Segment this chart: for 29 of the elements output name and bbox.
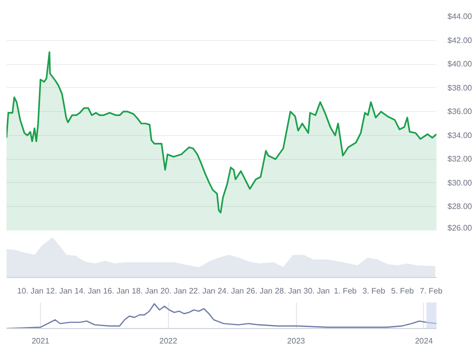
y-tick-label: $34.00 [448,130,473,140]
x-tick-label: 1. Feb [334,286,358,296]
x-tick-label: 2024 [414,336,434,346]
x-tick-label: 28. Jan [274,286,302,296]
y-tick-label: $42.00 [448,36,473,45]
y-tick-label: $28.00 [448,202,473,212]
x-tick-label: 14. Jan [74,286,101,296]
x-tick-label: 12. Jan [46,286,72,296]
x-tick-label: 2021 [32,336,50,346]
x-tick-label: 2023 [287,336,306,346]
x-tick-label: 10. Jan [17,286,44,296]
y-tick-label: $40.00 [448,60,473,69]
x-tick-label: 3. Feb [362,286,386,296]
x-tick-label: 26. Jan [246,286,272,296]
x-tick-label: 20. Jan [160,286,187,296]
x-tick-label: 2022 [159,336,178,346]
x-tick-label: 22. Jan [188,286,216,296]
x-tick-label: 24. Jan [218,286,244,296]
y-tick-label: $26.00 [448,224,473,232]
y-tick-label: $36.00 [448,107,473,116]
x-tick-label: 30. Jan [304,286,330,296]
y-tick-label: $44.00 [448,12,473,21]
y-tick-label: $32.00 [448,154,473,164]
x-tick-label: 7. Feb [420,286,444,296]
x-tick-label: 5. Feb [391,286,414,296]
x-tick-label: 18. Jan [132,286,158,296]
x-tick-label: 16. Jan [103,286,130,296]
y-tick-label: $38.00 [448,83,473,92]
y-tick-label: $30.00 [448,178,473,188]
